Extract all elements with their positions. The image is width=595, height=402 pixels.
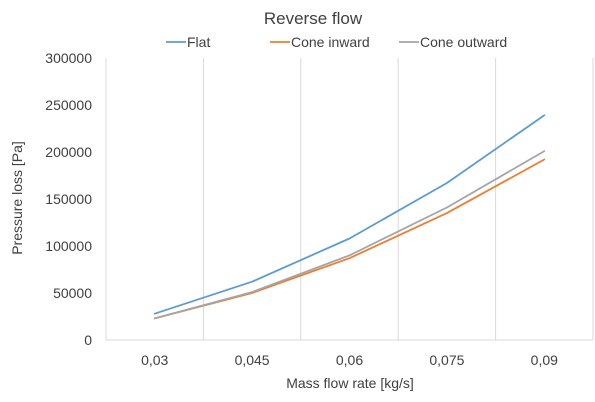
- y-tick-label: 150000: [45, 191, 92, 207]
- x-tick-label: 0,045: [235, 352, 270, 368]
- legend-label-cone-inward: Cone inward: [291, 34, 370, 50]
- x-tick-label: 0,06: [336, 352, 363, 368]
- series-line-cone-outward: [153, 150, 546, 320]
- y-tick-label: 50000: [53, 285, 92, 301]
- legend-label-cone-outward: Cone outward: [420, 34, 507, 50]
- grid: [105, 58, 594, 341]
- x-tick-label: 0,09: [531, 352, 558, 368]
- legend: Flat Cone inward Cone outward: [166, 34, 507, 50]
- series-line-flat: [153, 114, 546, 315]
- y-axis: 0 50000 100000 150000 200000 250000 300000: [45, 50, 92, 348]
- y-tick-label: 250000: [45, 97, 92, 113]
- y-tick-label: 100000: [45, 238, 92, 254]
- y-tick-label: 300000: [45, 50, 92, 66]
- chart-title: Reverse flow: [264, 9, 363, 28]
- y-axis-label: Pressure loss [Pa]: [9, 141, 25, 255]
- x-tick-label: 0,075: [429, 352, 464, 368]
- y-tick-label: 200000: [45, 144, 92, 160]
- x-axis: 0,03 0,045 0,06 0,075 0,09: [141, 352, 558, 368]
- y-tick-label: 0: [84, 332, 92, 348]
- legend-label-flat: Flat: [187, 34, 210, 50]
- x-axis-label: Mass flow rate [kg/s]: [286, 375, 414, 391]
- x-tick-label: 0,03: [141, 352, 168, 368]
- series-group: [153, 114, 546, 320]
